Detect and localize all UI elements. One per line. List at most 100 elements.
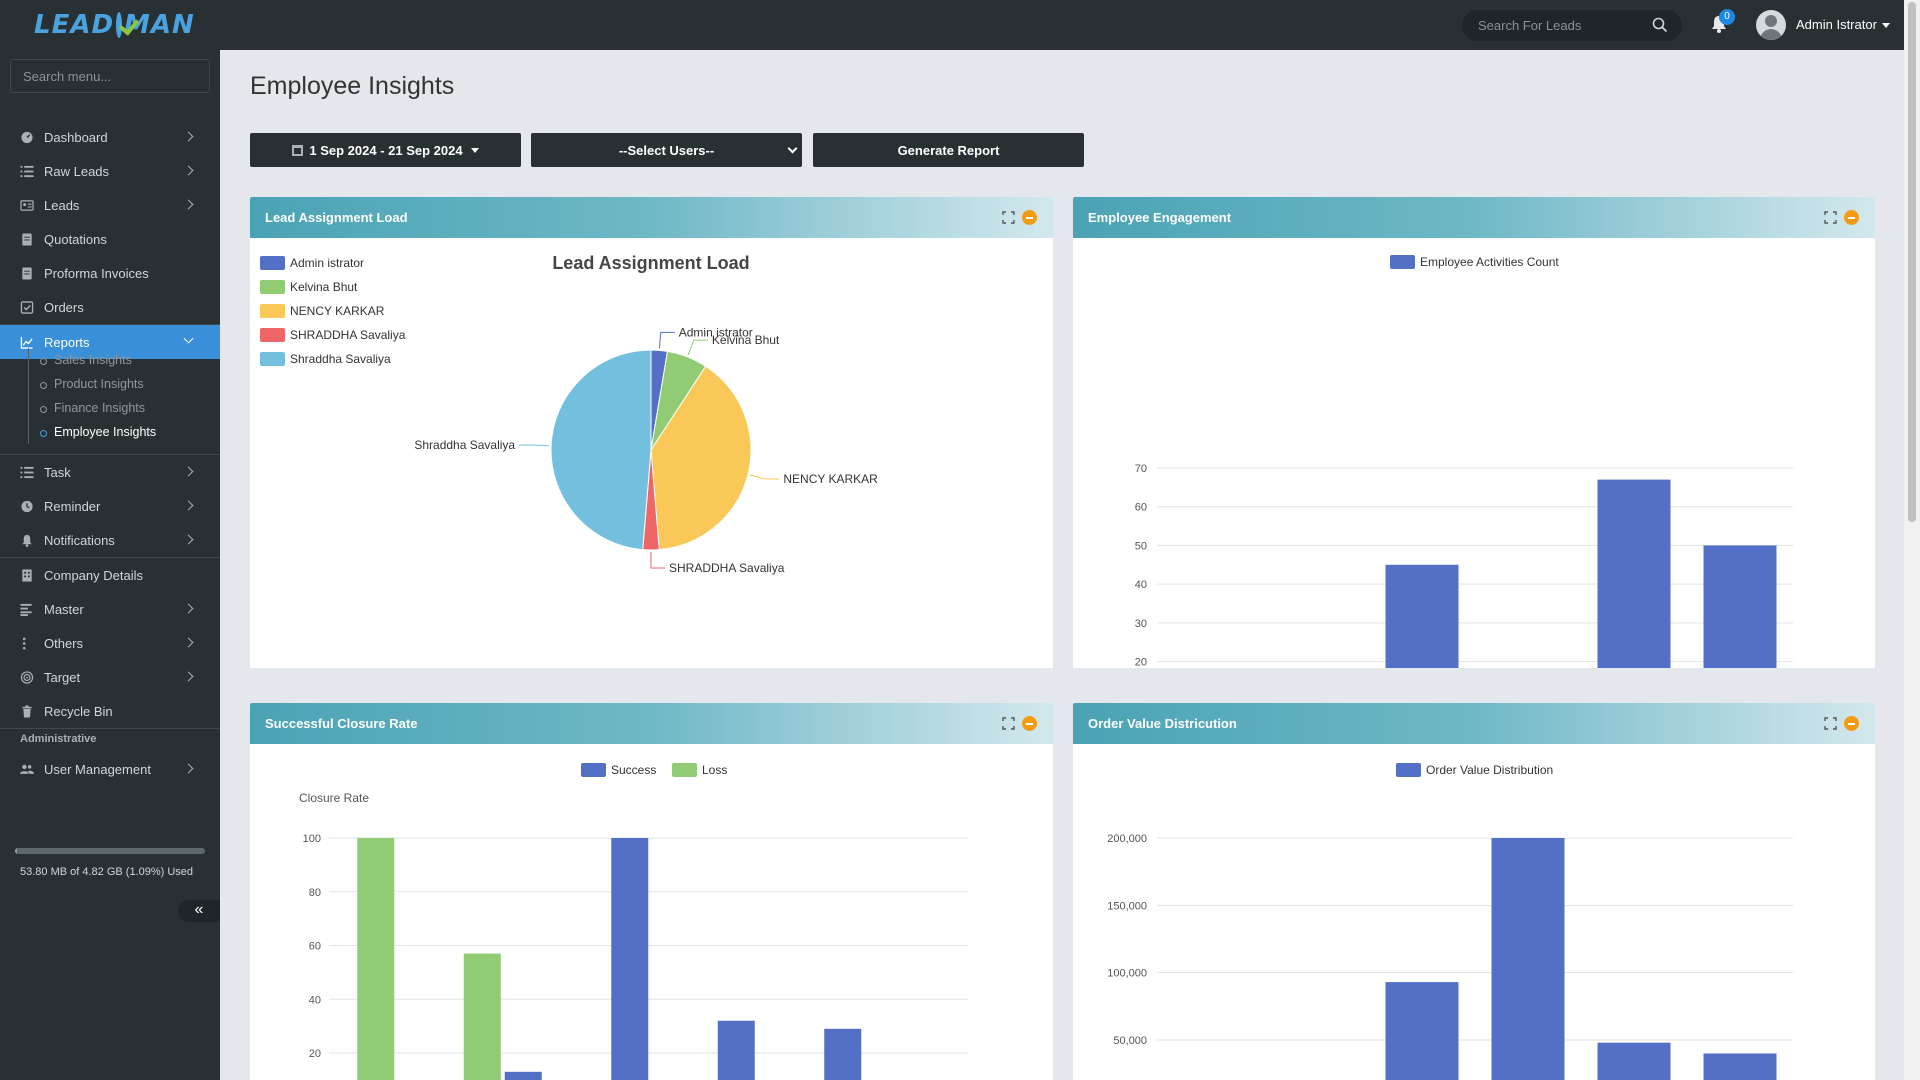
legend-swatch bbox=[260, 328, 285, 342]
submenu-item-finance-insights[interactable]: Finance Insights bbox=[40, 401, 145, 415]
sidebar-item-notifications[interactable]: Notifications bbox=[0, 523, 220, 557]
search-icon[interactable] bbox=[1652, 17, 1668, 33]
sidebar-item-label: Raw Leads bbox=[44, 164, 110, 179]
sidebar-item-master[interactable]: Master bbox=[0, 592, 220, 626]
sidebar-item-label: Quotations bbox=[44, 232, 107, 247]
y-tick-label: 80 bbox=[309, 887, 321, 899]
collapse-minus-icon[interactable] bbox=[1022, 210, 1037, 225]
sidebar-item-label: Reports bbox=[44, 335, 90, 350]
sidebar-item-user-management[interactable]: User Management bbox=[0, 752, 220, 786]
pie-label: Admin istrator bbox=[679, 325, 753, 339]
sidebar: Dashboard Raw Leads Leads Quotations Pro… bbox=[0, 50, 220, 1080]
sidebar-item-raw-leads[interactable]: Raw Leads bbox=[0, 154, 220, 188]
collapse-minus-icon[interactable] bbox=[1844, 210, 1859, 225]
y-tick-label: 200,000 bbox=[1107, 833, 1147, 845]
expand-icon[interactable] bbox=[1002, 211, 1015, 224]
pie-leader-line bbox=[650, 552, 665, 569]
sidebar-item-label: Task bbox=[44, 465, 71, 480]
legend-label: Employee Activities Count bbox=[1420, 255, 1559, 269]
page-scrollbar[interactable] bbox=[1904, 0, 1920, 1080]
app-logo[interactable]: LEAD MAN bbox=[34, 10, 195, 40]
axis-label: Closure Rate bbox=[299, 791, 369, 805]
y-tick-label: 50 bbox=[1135, 540, 1147, 552]
legend-label: Loss bbox=[702, 763, 727, 777]
legend-label: Admin istrator bbox=[290, 256, 364, 270]
bar bbox=[824, 1028, 862, 1080]
chevron-right-icon bbox=[183, 199, 194, 210]
user-menu-caret-icon[interactable] bbox=[1882, 23, 1890, 28]
sidebar-item-dashboard[interactable]: Dashboard bbox=[0, 120, 220, 154]
pie-label: SHRADDHA Savaliya bbox=[669, 561, 785, 575]
sidebar-item-label: Recycle Bin bbox=[44, 704, 113, 719]
legend-swatch bbox=[581, 763, 606, 777]
bar bbox=[357, 838, 395, 1080]
dashboard-icon bbox=[21, 131, 33, 144]
submenu-item-sales-insights[interactable]: Sales Insights bbox=[40, 353, 132, 367]
more-vertical-icon bbox=[22, 637, 26, 650]
date-range-picker[interactable]: 1 Sep 2024 - 21 Sep 2024 bbox=[250, 133, 521, 167]
sidebar-item-reminder[interactable]: Reminder bbox=[0, 489, 220, 523]
bar bbox=[611, 838, 649, 1080]
card-title: Employee Engagement bbox=[1088, 210, 1232, 225]
sidebar-item-proforma-invoices[interactable]: Proforma Invoices bbox=[0, 256, 220, 290]
avatar[interactable] bbox=[1756, 10, 1786, 40]
notification-count-badge: 0 bbox=[1719, 9, 1735, 25]
sidebar-divider bbox=[0, 454, 220, 455]
sidebar-item-label: Others bbox=[44, 636, 84, 651]
building-icon bbox=[22, 569, 32, 582]
expand-icon[interactable] bbox=[1002, 717, 1015, 730]
collapse-sidebar-button[interactable]: « bbox=[178, 900, 220, 922]
chevron-right-icon bbox=[183, 534, 194, 545]
sidebar-item-orders[interactable]: Orders bbox=[0, 290, 220, 324]
expand-icon[interactable] bbox=[1824, 211, 1837, 224]
sidebar-item-reports[interactable]: Reports bbox=[0, 325, 220, 359]
trash-icon bbox=[22, 705, 32, 718]
pie-label: Kelvina Bhut bbox=[712, 333, 780, 347]
menu-search-input[interactable] bbox=[11, 60, 209, 92]
lead-search-input[interactable] bbox=[1462, 10, 1642, 41]
sidebar-item-leads[interactable]: Leads bbox=[0, 188, 220, 222]
y-tick-label: 40 bbox=[1135, 579, 1147, 591]
user-name[interactable]: Admin Istrator bbox=[1796, 17, 1877, 32]
select-users-dropdown[interactable]: --Select Users-- bbox=[531, 133, 802, 167]
bar bbox=[717, 1020, 755, 1080]
y-tick-label: 20 bbox=[309, 1048, 321, 1060]
date-range-label: 1 Sep 2024 - 21 Sep 2024 bbox=[309, 142, 463, 158]
chevron-right-icon bbox=[183, 763, 194, 774]
storage-usage-text: 53.80 MB of 4.82 GB (1.09%) Used bbox=[20, 866, 194, 878]
sidebar-item-quotations[interactable]: Quotations bbox=[0, 222, 220, 256]
sidebar-item-company-details[interactable]: Company Details bbox=[0, 558, 220, 592]
bar bbox=[1597, 479, 1671, 668]
sidebar-item-others[interactable]: Others bbox=[0, 626, 220, 660]
card-title: Lead Assignment Load bbox=[265, 210, 408, 225]
line-chart-icon bbox=[20, 336, 33, 349]
legend-label: Success bbox=[611, 763, 656, 777]
collapse-minus-icon[interactable] bbox=[1022, 716, 1037, 731]
sidebar-item-task[interactable]: Task bbox=[0, 455, 220, 489]
id-card-icon bbox=[20, 200, 34, 211]
expand-icon[interactable] bbox=[1824, 717, 1837, 730]
sidebar-item-label: User Management bbox=[44, 762, 151, 777]
sidebar-item-target[interactable]: Target bbox=[0, 660, 220, 694]
order-value-bar-chart: Order Value Distribution 50,000 100,000 150… bbox=[1107, 763, 1793, 1080]
sidebar-item-label: Leads bbox=[44, 198, 80, 213]
invoice-icon bbox=[22, 267, 32, 280]
submenu-item-employee-insights[interactable]: Employee Insights bbox=[40, 425, 156, 439]
legend-swatch bbox=[260, 352, 285, 366]
chevron-right-icon bbox=[183, 131, 194, 142]
scrollbar-thumb[interactable] bbox=[1908, 2, 1916, 522]
sidebar-item-recycle-bin[interactable]: Recycle Bin bbox=[0, 694, 220, 728]
pie-leader-line bbox=[519, 444, 550, 447]
chevron-right-icon bbox=[183, 500, 194, 511]
card-header: Lead Assignment Load bbox=[250, 197, 1053, 238]
generate-report-button[interactable]: Generate Report bbox=[813, 133, 1084, 167]
y-tick-label: 30 bbox=[1135, 618, 1147, 630]
storage-usage-bar bbox=[15, 848, 205, 854]
target-icon bbox=[20, 671, 34, 684]
bar bbox=[463, 953, 501, 1080]
collapse-minus-icon[interactable] bbox=[1844, 716, 1859, 731]
bar bbox=[1385, 564, 1459, 668]
submenu-item-product-insights[interactable]: Product Insights bbox=[40, 377, 144, 391]
chevron-right-icon bbox=[183, 165, 194, 176]
